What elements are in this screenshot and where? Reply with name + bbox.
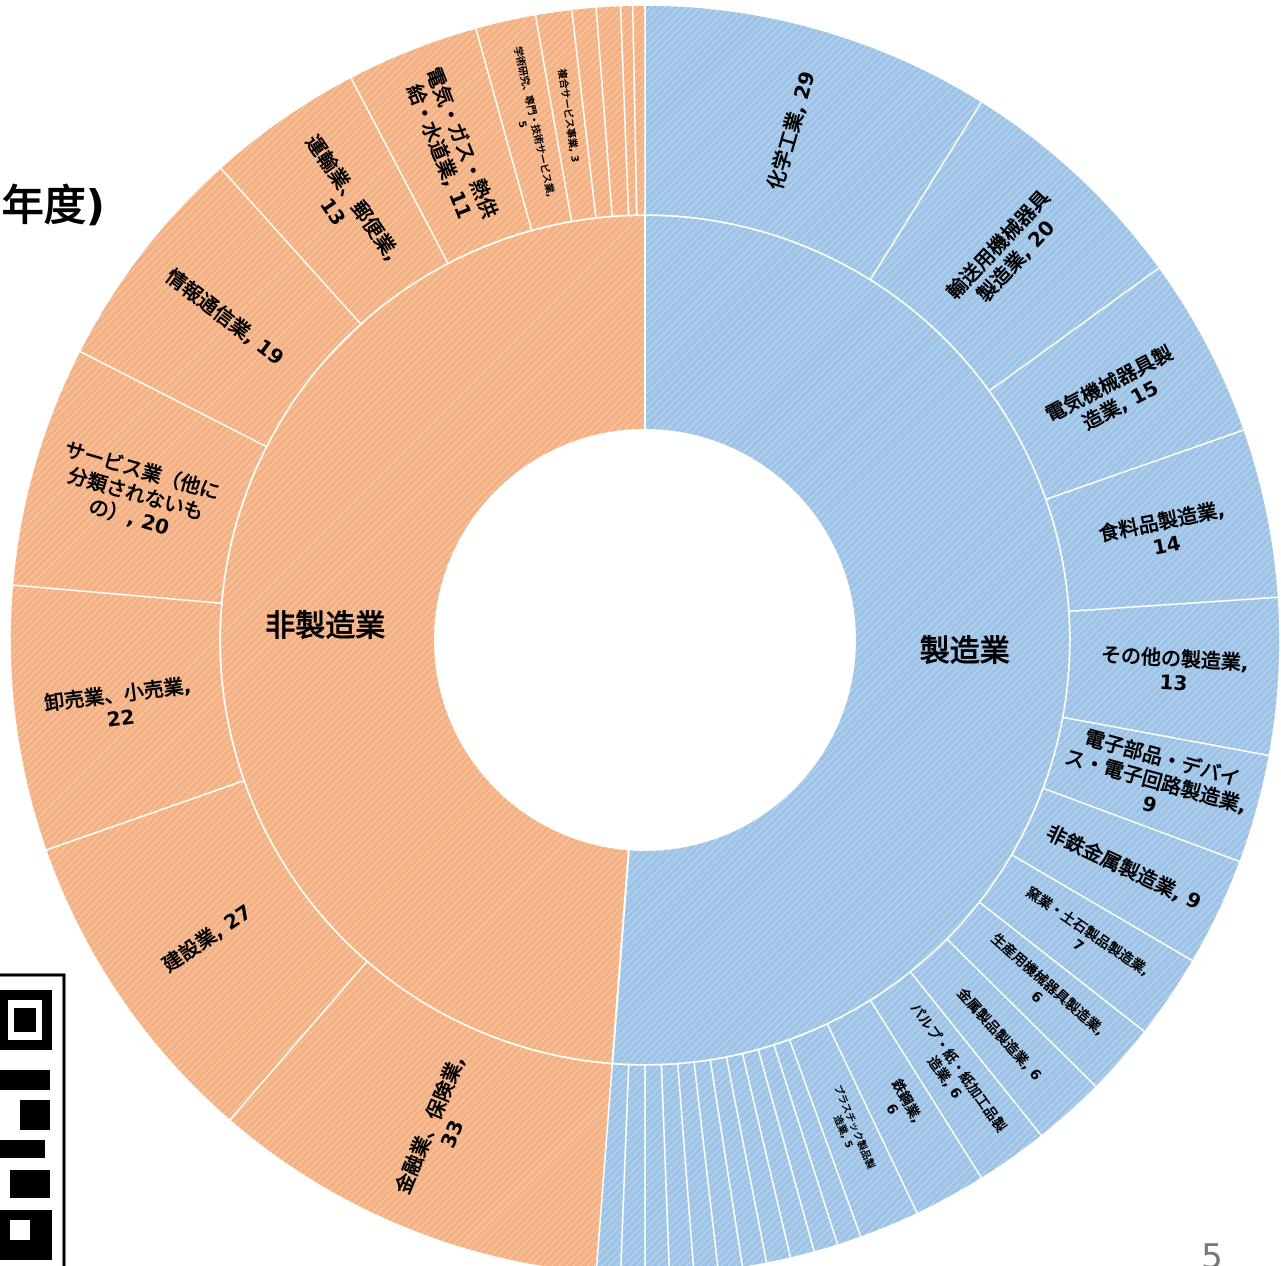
- page-number: 5: [1201, 1237, 1223, 1266]
- chart-title: 年度): [2, 181, 105, 230]
- inner-label: 製造業: [920, 634, 1010, 669]
- outer-slice: [631, 4, 646, 216]
- qr-code: [0, 973, 66, 1266]
- inner-label: 非製造業: [265, 609, 385, 644]
